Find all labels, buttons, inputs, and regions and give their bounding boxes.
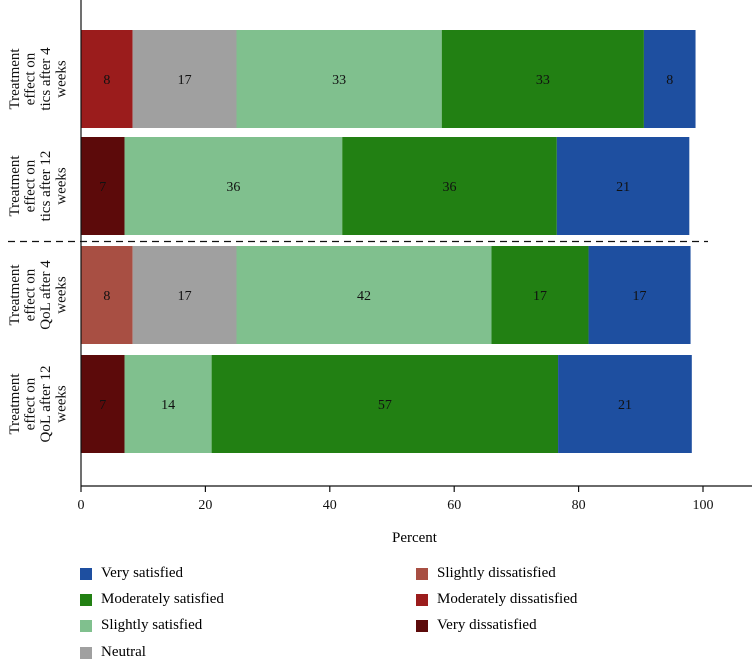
category-label: Treatment effect on QoL after 12 weeks <box>7 366 70 443</box>
x-tick-label: 20 <box>198 498 212 513</box>
bar-value-label: 33 <box>332 73 346 88</box>
bar-segment <box>556 137 690 235</box>
bar-segment <box>643 30 696 128</box>
bar-segment <box>124 355 212 453</box>
bar-segment <box>441 30 644 128</box>
category-label-line: Treatment <box>7 373 23 435</box>
bar-value-label: 7 <box>99 180 106 195</box>
bar-value-label: 17 <box>178 289 192 304</box>
bar-value-label: 21 <box>616 180 630 195</box>
category-label-line: tics after 12 <box>38 151 54 222</box>
bar-segment <box>81 355 125 453</box>
category-label-line: Treatment <box>7 48 23 110</box>
bar-segment <box>236 30 442 128</box>
x-tick-label: 0 <box>78 498 85 513</box>
category-label-line: weeks <box>53 276 69 314</box>
x-tick-label: 100 <box>693 498 714 513</box>
bar-value-label: 36 <box>443 180 457 195</box>
x-tick-label: 80 <box>572 498 586 513</box>
category-labels-group: Treatment effect on tics after 4 weeksTreat… <box>7 47 70 443</box>
bar-segment <box>81 137 125 235</box>
bar-value-label: 14 <box>161 398 175 413</box>
bar-segment <box>132 30 237 128</box>
category-label-line: Treatment <box>7 155 23 217</box>
category-label-line: effect on <box>22 52 38 105</box>
bar-value-label: 36 <box>226 180 240 195</box>
bar-segment <box>81 30 133 128</box>
category-label: Treatment effect on QoL after 4 weeks <box>7 260 70 330</box>
x-tick-label: 40 <box>323 498 337 513</box>
category-label-line: weeks <box>53 167 69 205</box>
bar-value-label: 8 <box>103 289 110 304</box>
bar-segment <box>124 137 343 235</box>
bar-segment <box>211 355 559 453</box>
bar-segment <box>558 355 692 453</box>
bar-value-label: 7 <box>99 398 106 413</box>
bar-labels-group: 8 17 33 33 8 7 36 36 21 8 17 42 17 17 7 14 57 21 <box>99 73 673 413</box>
category-label-line: effect on <box>22 377 38 430</box>
bar-value-label: 21 <box>618 398 632 413</box>
bar-value-label: 8 <box>103 73 110 88</box>
bar-segment <box>491 246 589 344</box>
category-label-line: QoL after 12 <box>38 366 54 443</box>
category-label: Treatment effect on tics after 4 weeks <box>7 47 70 111</box>
bar-value-label: 42 <box>357 289 371 304</box>
category-label-line: tics after 4 <box>38 47 54 111</box>
category-label-line: Treatment <box>7 264 23 326</box>
category-label-line: weeks <box>53 385 69 423</box>
x-tick-label: 60 <box>447 498 461 513</box>
bar-value-label: 17 <box>178 73 192 88</box>
category-label-line: weeks <box>53 60 69 98</box>
bar-segment <box>342 137 557 235</box>
bar-segment <box>81 246 133 344</box>
bar-value-label: 57 <box>378 398 392 413</box>
category-label-line: QoL after 4 <box>38 260 54 330</box>
bar-value-label: 33 <box>536 73 550 88</box>
bar-segment <box>236 246 492 344</box>
axes-group: 0 20 40 60 80 100 <box>8 0 752 513</box>
bar-segment <box>588 246 691 344</box>
category-label-line: effect on <box>22 159 38 212</box>
bar-segment <box>132 246 237 344</box>
bar-value-label: 17 <box>533 289 547 304</box>
bar-value-label: 8 <box>666 73 673 88</box>
category-label-line: effect on <box>22 268 38 321</box>
bar-value-label: 17 <box>633 289 647 304</box>
bars-group <box>81 30 696 453</box>
category-label: Treatment effect on tics after 12 weeks <box>7 151 70 222</box>
x-axis-label: Percent <box>392 530 437 546</box>
